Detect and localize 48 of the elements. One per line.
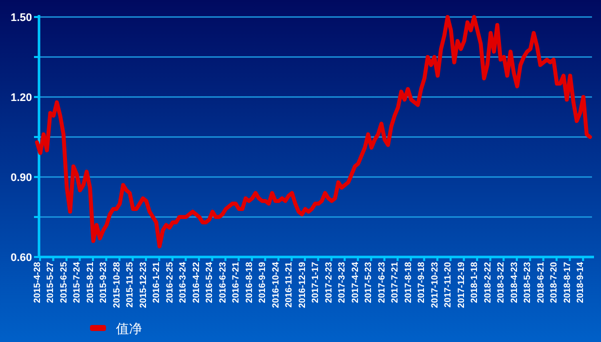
x-tick-label: 2017-5-23: [363, 262, 374, 304]
y-tick-label: 1.50: [10, 12, 32, 24]
y-tick-label: 0.90: [10, 172, 32, 184]
x-tick-label: 2016-1-21: [151, 262, 162, 304]
x-tick-label: 2017-8-18: [402, 262, 413, 304]
x-tick-label: 2017-4-24: [350, 262, 360, 304]
x-tick-label: 2017-3-23: [336, 262, 347, 304]
x-tick-label: 2016-12-19: [296, 262, 307, 308]
x-tick-label: 2018-1-18: [469, 262, 480, 304]
x-tick-label: 2016-6-23: [217, 262, 228, 304]
x-tick-label: 2016-2-25: [164, 262, 174, 304]
x-tick-label: 2017-9-18: [416, 262, 426, 304]
x-tick-label: 2018-4-23: [508, 262, 519, 304]
x-tick-label: 2016-10-24: [270, 262, 280, 308]
x-tick-label: 2016-7-21: [230, 262, 241, 304]
x-tick-label: 2018-5-23: [522, 262, 532, 304]
x-tick-label: 2015-4-28: [32, 262, 42, 304]
x-tick-label: 2017-2-23: [323, 262, 334, 304]
x-tick-label: 2017-1-17: [310, 262, 320, 304]
x-tick-label: 2016-5-24: [204, 262, 214, 304]
x-tick-label: 2015-10-28: [111, 262, 122, 308]
line-series: [35, 15, 592, 248]
x-tick-label: 2017-12-19: [456, 262, 466, 308]
x-tick-label: 2018-8-17: [562, 262, 572, 304]
x-tick-label: 2015-6-25: [58, 262, 68, 304]
x-tick-label: 2015-8-21: [84, 262, 95, 304]
x-tick-label: 2018-3-22: [496, 262, 506, 304]
x-tick-label: 2015-11-25: [124, 262, 135, 308]
x-tick-label: 2015-5-27: [45, 262, 56, 304]
x-tick-label: 2016-4-22: [190, 262, 201, 304]
x-tick-label: 2018-7-20: [548, 262, 559, 304]
legend-label: 值净: [116, 321, 142, 336]
x-tick-label: 2015-9-23: [98, 262, 108, 304]
y-tick-label: 1.20: [10, 92, 32, 104]
x-tick-label: 2016-11-21: [284, 262, 294, 308]
x-tick-label: 2016-9-19: [257, 262, 268, 304]
x-tick-label: 2017-10-23: [429, 262, 440, 308]
x-tick-label: 2018-2-22: [482, 262, 492, 304]
x-tick-label: 2016-3-24: [178, 262, 188, 304]
x-tick-label: 2017-7-21: [390, 262, 400, 304]
x-tick-label: 2015-7-24: [72, 262, 82, 304]
x-tick-label: 2018-6-21: [535, 262, 546, 304]
x-tick-label: 2017-11-20: [442, 262, 453, 308]
y-tick-label: 0.60: [10, 252, 32, 264]
x-tick-label: 2016-8-18: [244, 262, 254, 304]
x-tick-label: 2015-12-23: [138, 262, 148, 308]
x-tick-label: 2018-9-14: [575, 262, 586, 304]
x-tick-label: 2017-6-23: [376, 262, 386, 304]
